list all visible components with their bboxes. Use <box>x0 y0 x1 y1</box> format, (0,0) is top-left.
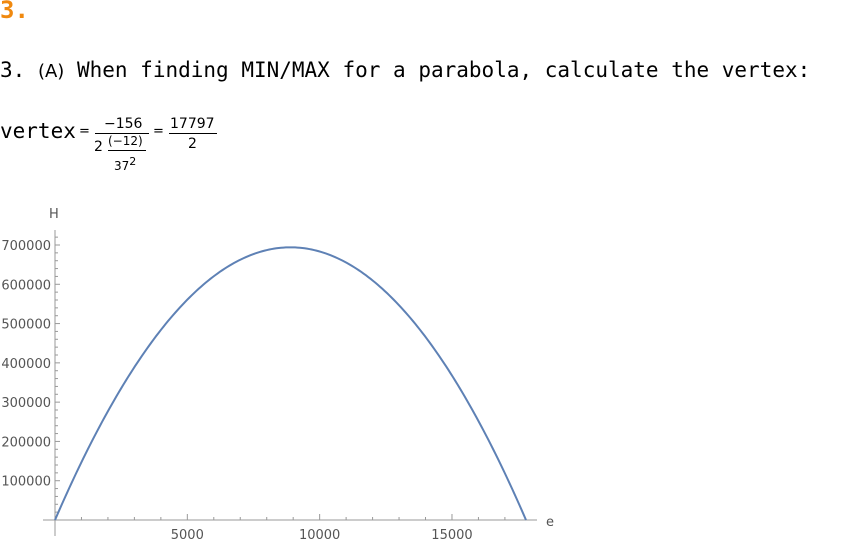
x-tick-label: 10000 <box>299 528 340 543</box>
chart-tick-labels: 5000 10000 15000 100000 200000 300000 400000 50… <box>1 239 472 543</box>
problem-part: (A) <box>37 61 65 82</box>
section-number: 3. <box>0 0 29 24</box>
vertex-fraction-bar <box>95 133 149 134</box>
y-tick-label: 300000 <box>1 396 51 411</box>
result-numerator: 17797 <box>170 116 215 132</box>
vertex-inner-denominator: 372 <box>114 155 136 173</box>
problem-number: 3. <box>0 58 26 82</box>
y-tick-label: 600000 <box>1 278 51 293</box>
result-denominator: 2 <box>188 136 197 152</box>
vertex-inner-fraction-bar <box>108 150 146 151</box>
inner-denominator-exponent: 2 <box>129 155 137 168</box>
result-fraction-bar <box>169 133 217 134</box>
parabola-chart: 5000 10000 15000 100000 200000 300000 400000 50… <box>1 207 554 543</box>
vertex-inner-numerator: (−12) <box>108 134 143 148</box>
inner-denominator-base: 37 <box>114 159 130 173</box>
x-tick-label: 5000 <box>171 528 204 543</box>
problem-statement: 3. (A) When finding MIN/MAX for a parabo… <box>0 58 810 82</box>
parabola-series-line <box>54 246 527 521</box>
chart-axes <box>43 230 537 536</box>
equals-sign: = <box>79 124 90 139</box>
y-tick-label: 500000 <box>1 318 51 333</box>
y-tick-label: 100000 <box>1 475 51 490</box>
y-tick-label: 200000 <box>1 435 51 450</box>
vertex-label: vertex <box>0 119 76 143</box>
x-tick-label: 15000 <box>431 528 472 543</box>
y-tick-label: 700000 <box>1 239 51 254</box>
x-axis-label: e <box>546 515 554 530</box>
y-axis-label: H <box>49 207 59 222</box>
equals-sign-2: = <box>153 124 164 139</box>
y-tick-label: 400000 <box>1 357 51 372</box>
vertex-denominator-coef: 2 <box>94 139 103 155</box>
problem-text: When finding MIN/MAX for a parabola, cal… <box>76 58 811 82</box>
vertex-numerator: −156 <box>104 116 143 132</box>
chart-ticks <box>54 236 506 536</box>
